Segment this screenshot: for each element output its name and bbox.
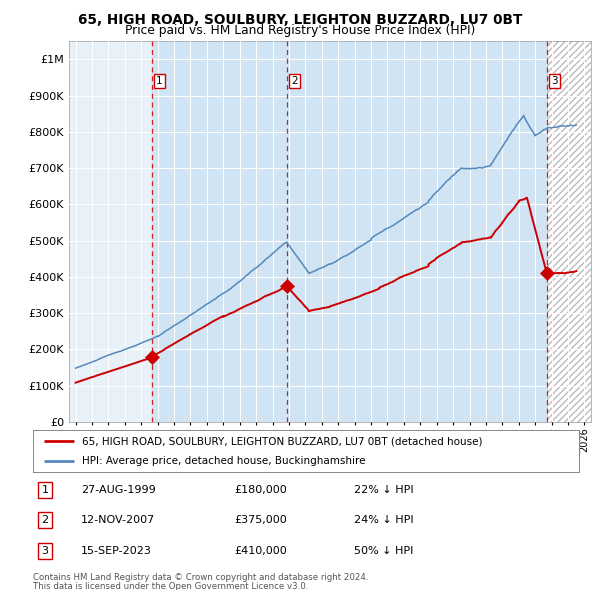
Text: 12-NOV-2007: 12-NOV-2007 (81, 516, 155, 525)
Text: £180,000: £180,000 (234, 485, 287, 494)
Bar (547, 41, 591, 422)
Text: HPI: Average price, detached house, Buckinghamshire: HPI: Average price, detached house, Buck… (82, 457, 365, 466)
Text: Price paid vs. HM Land Registry's House Price Index (HPI): Price paid vs. HM Land Registry's House … (125, 24, 475, 37)
Text: 15-SEP-2023: 15-SEP-2023 (81, 546, 152, 556)
Text: 3: 3 (551, 76, 557, 86)
Text: 3: 3 (41, 546, 49, 556)
Text: 1: 1 (156, 76, 163, 86)
Text: 1: 1 (41, 485, 49, 494)
Text: £410,000: £410,000 (234, 546, 287, 556)
Text: 27-AUG-1999: 27-AUG-1999 (81, 485, 156, 494)
Text: Contains HM Land Registry data © Crown copyright and database right 2024.: Contains HM Land Registry data © Crown c… (33, 573, 368, 582)
Text: This data is licensed under the Open Government Licence v3.0.: This data is licensed under the Open Gov… (33, 582, 308, 590)
Text: 50% ↓ HPI: 50% ↓ HPI (354, 546, 413, 556)
Text: 65, HIGH ROAD, SOULBURY, LEIGHTON BUZZARD, LU7 0BT: 65, HIGH ROAD, SOULBURY, LEIGHTON BUZZAR… (78, 13, 522, 27)
Text: 2: 2 (291, 76, 298, 86)
Text: 24% ↓ HPI: 24% ↓ HPI (354, 516, 413, 525)
Text: 65, HIGH ROAD, SOULBURY, LEIGHTON BUZZARD, LU7 0BT (detached house): 65, HIGH ROAD, SOULBURY, LEIGHTON BUZZAR… (82, 437, 482, 447)
Text: 2: 2 (41, 516, 49, 525)
Text: £375,000: £375,000 (234, 516, 287, 525)
Bar (152, 41, 547, 422)
Text: 22% ↓ HPI: 22% ↓ HPI (354, 485, 413, 494)
